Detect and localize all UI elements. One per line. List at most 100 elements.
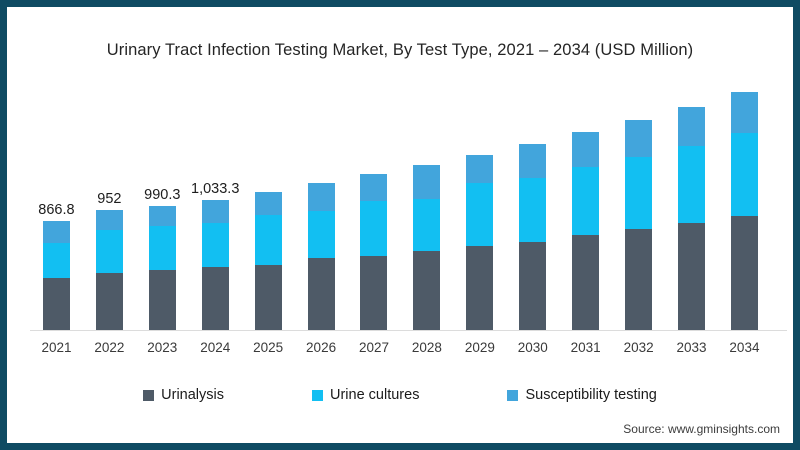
bar-2025: [254, 191, 282, 330]
legend: Urinalysis Urine cultures Susceptibility t…: [7, 387, 793, 403]
bar-2026: [307, 183, 335, 330]
bar-segment-susceptibility-testing: [360, 174, 388, 201]
bar-segment-urine-cultures: [730, 132, 758, 216]
legend-label: Urine cultures: [330, 387, 420, 403]
bar-segment-urine-cultures: [625, 156, 653, 230]
bar-2023: 990.3: [144, 187, 180, 330]
x-axis-tick-label: 2025: [253, 340, 284, 355]
bar-segment-urinalysis: [413, 251, 441, 330]
bar-group-2029: [453, 7, 506, 330]
bar-segment-urinalysis: [42, 278, 70, 330]
bar-segment-susceptibility-testing: [42, 220, 70, 244]
bar-segment-urinalysis: [95, 273, 123, 330]
bar-group-2028: [400, 7, 453, 330]
x-axis-tick-label: 2034: [729, 340, 760, 355]
bar-2021: 866.8: [38, 202, 75, 330]
bar-segment-susceptibility-testing: [201, 200, 229, 223]
bar-2033: [678, 106, 706, 330]
bar-segment-susceptibility-testing: [413, 164, 441, 200]
bar-group-2033: [665, 7, 718, 330]
bar-segment-urine-cultures: [307, 210, 335, 259]
legend-label: Susceptibility testing: [525, 387, 657, 403]
bar-2030: [519, 144, 547, 330]
legend-marker-icon: [312, 389, 323, 401]
bar-segment-urinalysis: [254, 264, 282, 330]
bar-segment-susceptibility-testing: [254, 191, 282, 215]
x-axis-line: [30, 330, 787, 331]
bar-2027: [360, 174, 388, 330]
x-axis-tick-label: 2024: [200, 340, 231, 355]
bar-segment-urinalysis: [730, 215, 758, 330]
x-axis-labels: 2021 2022 2023 2024 2025 2026 2027 2028 2029 2030…: [30, 340, 771, 355]
bar-group-2025: [242, 7, 295, 330]
bar-2028: [413, 164, 441, 330]
bar-segment-urinalysis: [572, 235, 600, 330]
bar-segment-urine-cultures: [360, 200, 388, 256]
x-axis-tick-label: 2031: [570, 340, 601, 355]
bar-group-2027: [348, 7, 401, 330]
x-axis-tick-label: 2027: [358, 340, 390, 355]
bar-2029: [466, 154, 494, 330]
plot-area: 866.8 952 990.3 1,033.3: [30, 7, 771, 330]
bar-segment-susceptibility-testing: [148, 205, 176, 227]
bar-segment-urine-cultures: [254, 214, 282, 265]
bar-segment-susceptibility-testing: [678, 106, 706, 146]
bar-group-2022: 952: [83, 7, 136, 330]
bar-2031: [572, 131, 600, 330]
bar-segment-urine-cultures: [413, 199, 441, 251]
bar-segment-susceptibility-testing: [95, 210, 123, 230]
bar-segment-urine-cultures: [95, 229, 123, 274]
bar-segment-urinalysis: [678, 222, 706, 330]
bar-segment-urine-cultures: [201, 222, 229, 268]
x-axis-tick-label: 2022: [94, 340, 125, 355]
bar-segment-urinalysis: [625, 229, 653, 330]
legend-label: Urinalysis: [161, 387, 224, 403]
bar-2034: [730, 92, 758, 330]
x-axis-tick-label: 2032: [623, 340, 654, 355]
bar-group-2021: 866.8: [30, 7, 83, 330]
bar-2032: [625, 120, 653, 330]
bar-group-2031: [559, 7, 612, 330]
x-axis-tick-label: 2023: [147, 340, 178, 355]
x-axis-tick-label: 2029: [464, 340, 495, 355]
bar-segment-urine-cultures: [148, 226, 176, 271]
bar-value-label: 990.3: [144, 186, 181, 203]
bar-segment-urine-cultures: [678, 145, 706, 223]
bar-segment-urine-cultures: [519, 177, 547, 242]
bar-segment-urinalysis: [148, 270, 176, 330]
bar-segment-susceptibility-testing: [466, 154, 494, 183]
bar-segment-urinalysis: [466, 246, 494, 330]
bar-group-2030: [506, 7, 559, 330]
bar-segment-susceptibility-testing: [730, 92, 758, 133]
bar-segment-urinalysis: [519, 241, 547, 330]
bar-group-2034: [718, 7, 771, 330]
bar-2022: 952: [95, 191, 123, 330]
bar-segment-urinalysis: [360, 255, 388, 330]
bar-group-2024: 1,033.3: [189, 7, 242, 330]
bar-value-label: 1,033.3: [191, 181, 240, 198]
bar-2024: 1,033.3: [191, 181, 239, 330]
x-axis-tick-label: 2026: [306, 340, 337, 355]
legend-item-susceptibility-testing: Susceptibility testing: [507, 387, 657, 403]
bar-segment-susceptibility-testing: [519, 144, 547, 178]
legend-marker-icon: [507, 389, 519, 401]
chart-title: Urinary Tract Infection Testing Market, …: [106, 41, 694, 59]
bar-group-2023: 990.3: [136, 7, 189, 330]
legend-marker-icon: [143, 389, 155, 401]
bar-segment-susceptibility-testing: [307, 183, 335, 211]
bar-value-label: 866.8: [38, 201, 75, 218]
bar-segment-urine-cultures: [572, 167, 600, 236]
legend-item-urine-cultures: Urine cultures: [312, 387, 419, 403]
bar-segment-susceptibility-testing: [572, 131, 600, 168]
bar-group-2026: [295, 7, 348, 330]
bar-group-2032: [612, 7, 665, 330]
x-axis-tick-label: 2021: [41, 340, 72, 355]
bar-value-label: 952: [97, 191, 122, 208]
x-axis-tick-label: 2033: [676, 340, 707, 355]
source-attribution: Source: www.gminsights.com: [623, 422, 780, 436]
x-axis-tick-label: 2030: [517, 340, 548, 355]
bar-segment-urine-cultures: [42, 243, 70, 279]
bar-segment-urine-cultures: [466, 182, 494, 246]
bar-segment-susceptibility-testing: [625, 120, 653, 157]
